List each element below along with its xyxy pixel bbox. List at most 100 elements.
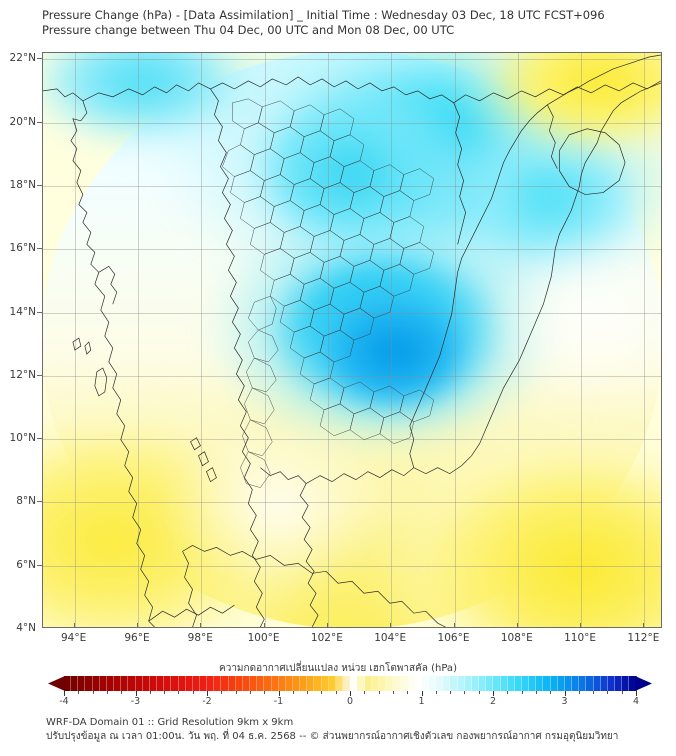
colorbar-cell — [536, 676, 544, 691]
colorbar-minor-tick — [78, 691, 80, 694]
map-plot-area[interactable] — [42, 52, 662, 628]
colorbar-minor-tick — [121, 691, 123, 694]
colorbar-tick-label: 3 — [561, 696, 568, 707]
colorbar-cell — [85, 676, 93, 691]
colorbar-minor-tick — [607, 691, 609, 694]
colorbar-minor-tick — [335, 691, 337, 694]
colorbar-major-tick — [64, 691, 65, 696]
colorbar-major-tick — [564, 691, 566, 696]
colorbar-minor-tick — [521, 691, 523, 694]
colorbar-cell — [328, 676, 336, 691]
colorbar-cell — [393, 676, 401, 691]
colorbar-tick-label: -2 — [202, 696, 212, 707]
colorbar-cell — [600, 676, 608, 691]
colorbar-cell — [271, 676, 279, 691]
colorbar-cell — [486, 676, 494, 691]
colorbar-cell — [607, 676, 616, 691]
colorbar-tick-label: 0 — [346, 696, 354, 707]
colorbar-major-tick — [421, 691, 423, 696]
colorbar-tick-label: 4 — [632, 696, 640, 707]
colorbar[interactable] — [48, 676, 652, 691]
colorbar-cell — [507, 676, 515, 691]
y-axis-label: 20°N — [9, 115, 36, 128]
colorbar-cell — [142, 676, 150, 691]
colorbar-cell — [529, 676, 537, 691]
colorbar-tick-label: -1 — [273, 696, 284, 707]
colorbar-minor-tick — [535, 691, 537, 694]
colorbar-minor-tick — [307, 691, 309, 694]
colorbar-minor-tick — [321, 691, 323, 694]
colorbar-cell — [593, 676, 601, 691]
colorbar-cell — [99, 676, 107, 691]
y-axis-label: 16°N — [9, 242, 36, 255]
colorbar-cell — [586, 676, 594, 691]
colorbar-minor-tick — [464, 691, 466, 694]
colorbar-cell — [235, 676, 243, 691]
colorbar-cell — [386, 676, 394, 691]
x-axis-label: 96°E — [124, 632, 150, 644]
colorbar-tick-label: 1 — [418, 696, 425, 707]
colorbar-cell — [622, 676, 630, 691]
colorbar-minor-tick — [192, 691, 194, 694]
colorbar-tick-label: 2 — [489, 696, 497, 707]
colorbar-cell — [464, 676, 472, 691]
colorbar-cell — [149, 676, 158, 691]
x-axis-label: 98°E — [187, 632, 213, 644]
colorbar-major-tick — [207, 691, 208, 696]
colorbar-under-arrow — [48, 676, 65, 691]
colorbar-minor-tick — [478, 691, 480, 694]
colorbar-minor-tick — [392, 691, 394, 694]
colorbar-cell — [522, 676, 530, 691]
colorbar-cell — [400, 676, 408, 691]
colorbar-cell — [364, 676, 372, 691]
colorbar-cell — [71, 676, 79, 691]
colorbar-cell — [164, 676, 172, 691]
colorbar-cell — [64, 676, 72, 691]
colorbar-major-tick — [278, 691, 280, 696]
colorbar-cell — [285, 676, 293, 691]
colorbar-cell — [564, 676, 573, 691]
colorbar-minor-tick — [164, 691, 166, 694]
colorbar-minor-tick — [507, 691, 509, 694]
colorbar-major-tick — [493, 691, 494, 696]
chart-title-block: Pressure Change (hPa) - [Data Assimilati… — [42, 8, 672, 38]
colorbar-cell — [436, 676, 444, 691]
page-title: Pressure Change (hPa) - [Data Assimilati… — [42, 8, 605, 22]
colorbar-cell — [250, 676, 258, 691]
colorbar-major-tick — [135, 691, 137, 696]
colorbar-over-arrow — [635, 676, 652, 691]
colorbar-title: ความกดอากาศเปลี่ยนแปลง หน่วย เฮกโตพาสคัล… — [219, 663, 457, 674]
colorbar-cell — [157, 676, 165, 691]
colorbar-cell — [221, 676, 229, 691]
y-axis-label: 22°N — [9, 52, 36, 65]
colorbar-cell — [185, 676, 193, 691]
colorbar-cell — [615, 676, 623, 691]
colorbar-cell — [114, 676, 122, 691]
colorbar-cell — [343, 676, 351, 691]
y-axis-label: 18°N — [9, 178, 36, 191]
colorbar-cell — [579, 676, 587, 691]
colorbar-cell — [378, 676, 387, 691]
colorbar-cell — [414, 676, 422, 691]
colorbar-cell — [350, 676, 358, 691]
colorbar-cell — [335, 676, 344, 691]
colorbar-cell — [314, 676, 322, 691]
colorbar-cell — [450, 676, 458, 691]
colorbar-cell — [300, 676, 308, 691]
coastline-overlay — [43, 53, 661, 627]
pressure-change-field — [43, 53, 661, 627]
y-axis-label: 4°N — [16, 622, 36, 634]
colorbar-cell — [500, 676, 508, 691]
colorbar-cell — [307, 676, 315, 691]
colorbar-gradient — [64, 676, 637, 691]
y-axis-label: 8°N — [16, 495, 36, 508]
colorbar-tick-label: -4 — [59, 696, 69, 707]
colorbar-minor-tick — [450, 691, 452, 694]
colorbar-cell — [421, 676, 429, 691]
x-axis-label: 110°E — [564, 632, 597, 644]
colorbar-minor-tick — [149, 691, 151, 694]
colorbar-cell — [557, 676, 565, 691]
colorbar-cell — [214, 676, 222, 691]
colorbar-cell — [264, 676, 272, 691]
